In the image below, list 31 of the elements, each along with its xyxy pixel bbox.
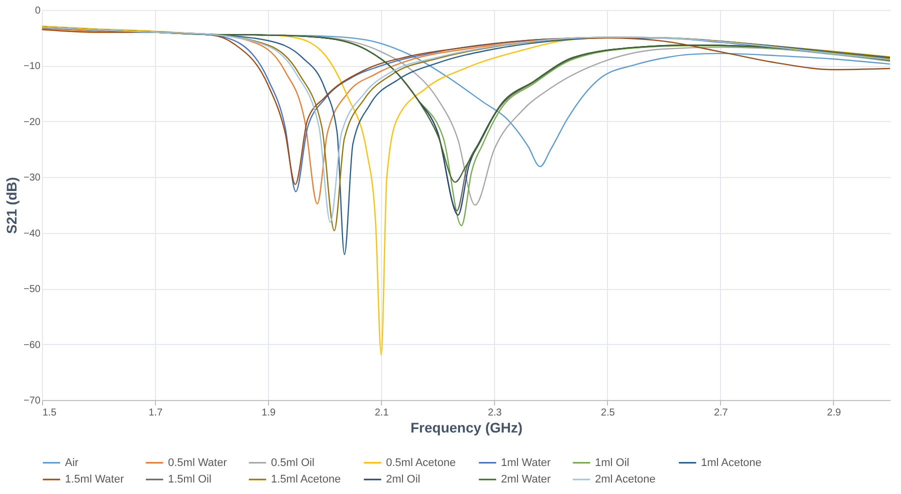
y-axis-title: S21 (dB) <box>4 177 20 234</box>
y-tick-label: −20 <box>24 116 41 128</box>
x-tick-label: 2.7 <box>714 408 728 418</box>
legend-label: 2ml Oil <box>386 474 420 486</box>
x-tick-label: 1.9 <box>262 408 276 418</box>
x-tick-label: 2.1 <box>374 408 390 418</box>
legend-label: 2ml Water <box>501 474 552 486</box>
legend-label: 2ml Acetone <box>595 474 656 486</box>
legend-label: 1ml Water <box>501 456 552 469</box>
y-tick-label: −70 <box>24 396 41 406</box>
y-tick-label: −50 <box>24 284 41 296</box>
y-tick-label: −30 <box>24 172 41 184</box>
legend-label: 1ml Acetone <box>701 456 762 469</box>
x-tick-label: 1.5 <box>42 408 57 418</box>
legend-label: 1.5ml Oil <box>168 474 212 486</box>
legend-label: Air <box>65 456 79 469</box>
y-tick-label: −10 <box>24 61 41 72</box>
x-tick-label: 2.5 <box>600 408 616 418</box>
legend-label: 1ml Oil <box>595 456 630 469</box>
y-tick-label: 0 <box>34 6 41 16</box>
legend-label: 1.5ml Acetone <box>271 474 341 486</box>
x-axis-title: Frequency (GHz) <box>410 420 523 436</box>
legend-label: 1.5ml Water <box>65 474 124 486</box>
x-tick-label: 1.7 <box>148 408 163 418</box>
legend-label: 0.5ml Water <box>168 456 228 469</box>
x-tick-label: 2.9 <box>827 408 842 418</box>
y-tick-label: −60 <box>24 340 41 351</box>
y-tick-label: −40 <box>24 228 41 240</box>
legend-label: 0.5ml Acetone <box>386 456 456 469</box>
legend-label: 0.5ml Oil <box>271 456 314 469</box>
x-tick-label: 2.3 <box>488 408 502 418</box>
